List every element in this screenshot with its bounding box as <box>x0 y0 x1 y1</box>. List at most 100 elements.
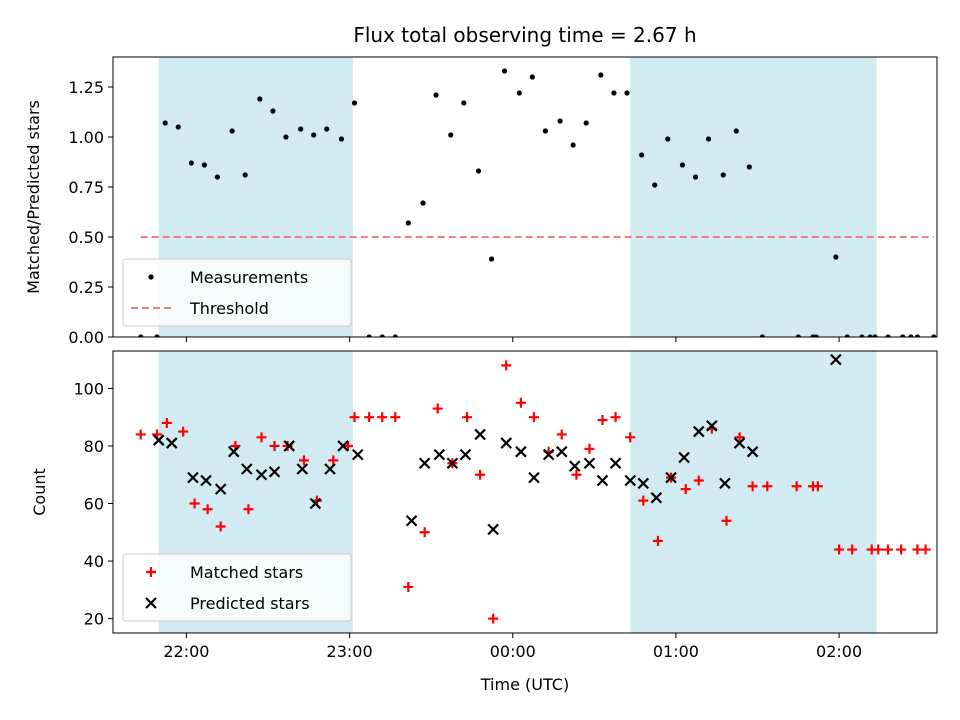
measurements-point <box>461 100 467 106</box>
top-panel: 0.00 0.25 0.50 0.75 1.00 1.25 Matched/Predict… <box>24 56 938 347</box>
predicted-stars-point <box>624 474 637 487</box>
chart-title: Flux total observing time = 2.67 h <box>353 23 696 47</box>
measurements-point <box>900 334 906 337</box>
matched-stars-point <box>680 484 691 495</box>
series-clip-group <box>135 353 931 624</box>
matched-stars-point <box>377 412 388 423</box>
matched-stars-point <box>349 412 360 423</box>
matched-stars-point <box>556 429 567 440</box>
legend-measurements-label: Measurements <box>190 268 308 287</box>
measurements-point <box>162 120 168 126</box>
measurements-point <box>665 136 671 142</box>
bottom-series <box>135 353 931 624</box>
predicted-stars-point <box>200 474 212 487</box>
shaded-interval <box>630 351 877 633</box>
matched-stars-point <box>693 475 704 486</box>
matched-stars-point <box>419 527 430 538</box>
predicted-stars-point <box>568 460 581 472</box>
matched-stars-point <box>178 426 189 437</box>
top-y-axis-label: Matched/Predicted stars <box>24 100 43 294</box>
matched-stars-point <box>342 440 353 451</box>
predicted-stars-point <box>165 437 178 449</box>
measurements-point <box>720 172 726 178</box>
y-tick-label: 0.25 <box>68 278 104 297</box>
shaded-interval <box>630 57 877 337</box>
measurements-point <box>611 90 617 96</box>
matched-stars-point <box>364 412 375 423</box>
matched-stars-point <box>721 515 732 526</box>
matched-stars-point <box>847 544 858 555</box>
top-series <box>138 68 937 337</box>
matched-stars-point <box>282 440 293 451</box>
matched-stars-point <box>920 544 931 555</box>
measurements-point <box>338 136 345 142</box>
matched-stars-point <box>812 481 823 492</box>
matched-stars-point <box>597 415 608 426</box>
predicted-stars-point <box>337 440 349 452</box>
matched-stars-point <box>762 481 773 492</box>
measurements-point <box>405 220 411 226</box>
predicted-stars-point <box>255 468 268 481</box>
matched-stars-point <box>571 469 582 480</box>
matched-stars-point <box>462 412 473 423</box>
measurements-point <box>931 334 937 337</box>
measurements-point <box>867 334 873 337</box>
measurements-point <box>542 128 548 134</box>
matched-stars-point <box>256 432 267 443</box>
x-tick-label: 00:00 <box>490 642 536 661</box>
predicted-stars-point <box>678 451 690 464</box>
measurements-point <box>283 134 289 140</box>
predicted-stars-point <box>459 448 472 461</box>
predicted-stars-point <box>227 445 240 458</box>
measurements-point <box>652 182 658 188</box>
predicted-stars-point <box>555 445 568 458</box>
measurements-point <box>488 256 495 262</box>
top-shaded-regions <box>158 57 877 337</box>
measurements-point <box>242 172 248 178</box>
matched-stars-point <box>202 504 213 515</box>
matched-stars-point <box>652 535 663 546</box>
matched-stars-point <box>432 403 443 414</box>
predicted-stars-point <box>583 457 596 470</box>
matched-stars-point <box>328 455 339 466</box>
bottom-legend: Matched stars Predicted stars <box>122 553 352 622</box>
top-axes-frame <box>112 56 938 338</box>
predicted-stars-point <box>268 466 281 478</box>
measurements-point <box>516 90 522 96</box>
predicted-stars-point <box>214 483 227 495</box>
legend-matched-stars-marker <box>146 567 156 577</box>
matched-stars-point <box>584 443 595 454</box>
measurements-point <box>270 108 276 114</box>
predicted-stars-point <box>830 353 842 366</box>
measurements-point <box>759 334 766 337</box>
bottom-axes-frame <box>112 350 938 634</box>
predicted-stars-point <box>500 437 513 449</box>
predicted-stars-point <box>542 448 555 461</box>
measurements-point <box>379 334 385 337</box>
predicted-stars-point <box>487 523 499 536</box>
x-tick-label: 22:00 <box>163 642 209 661</box>
measurements-point <box>833 254 839 260</box>
predicted-stars-point <box>433 448 446 461</box>
measurements-point <box>583 120 589 126</box>
measurements-point <box>138 334 144 337</box>
measurements-point <box>366 334 372 337</box>
x-tick-label: 02:00 <box>816 642 862 661</box>
measurements-point <box>311 132 317 138</box>
predicted-stars-point <box>324 463 336 475</box>
predicted-stars-point <box>746 445 759 458</box>
matched-stars-point <box>390 412 401 423</box>
measurements-point <box>746 164 752 170</box>
predicted-stars-point <box>650 491 663 504</box>
measurements-point <box>201 162 207 168</box>
bottom-ticks: 22:00 23:00 00:00 01:00 02:00 20 40 60 80 100 <box>73 379 862 661</box>
matched-stars-point <box>161 417 172 428</box>
measurements-point <box>705 136 712 142</box>
matched-stars-point <box>501 360 512 371</box>
measurements-point <box>502 68 508 74</box>
legend-matched-stars-label: Matched stars <box>190 563 303 582</box>
predicted-stars-point <box>446 457 459 470</box>
matched-stars-point <box>734 432 745 443</box>
y-tick-label: 0.75 <box>68 178 104 197</box>
